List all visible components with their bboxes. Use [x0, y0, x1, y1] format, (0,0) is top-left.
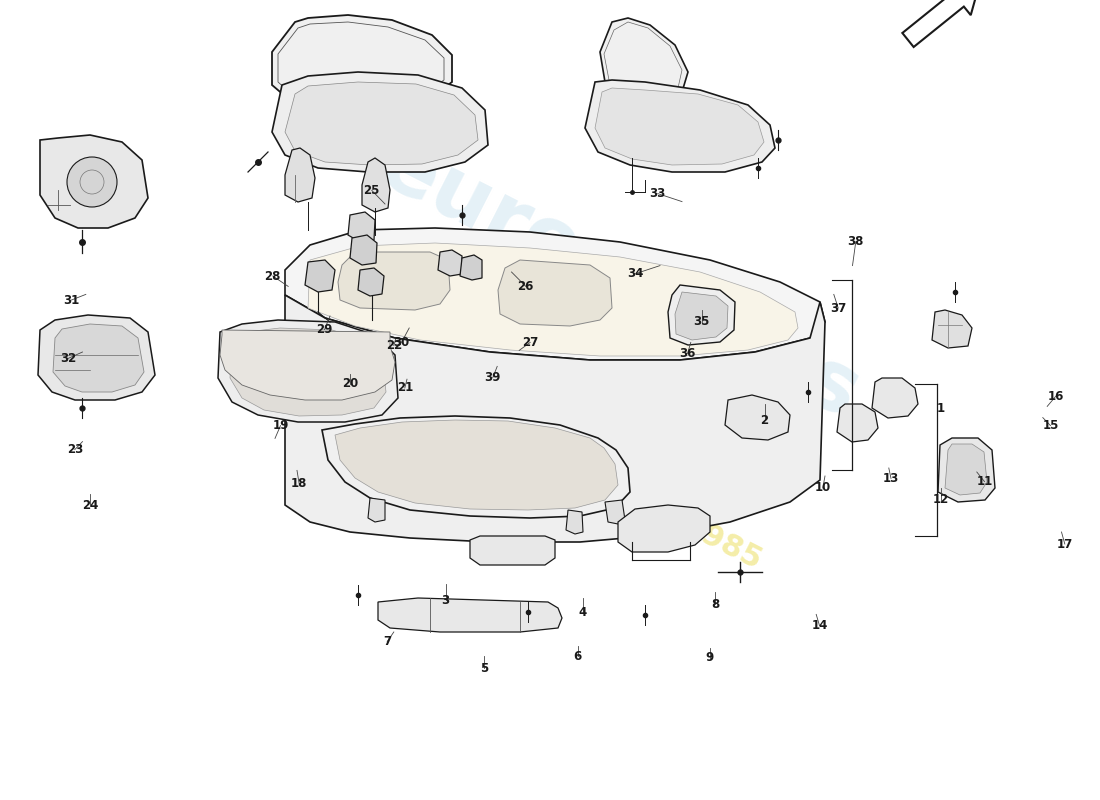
Text: 30: 30: [394, 336, 409, 349]
Text: 4: 4: [579, 606, 587, 618]
Text: 25: 25: [364, 184, 380, 197]
Polygon shape: [566, 510, 583, 534]
Text: 23: 23: [67, 443, 82, 456]
Text: 5: 5: [480, 662, 488, 674]
Text: 6: 6: [573, 650, 582, 662]
Text: 21: 21: [397, 382, 412, 394]
Polygon shape: [285, 148, 315, 202]
Polygon shape: [945, 444, 987, 495]
Text: 2: 2: [760, 414, 769, 426]
Polygon shape: [668, 285, 735, 345]
Polygon shape: [378, 598, 562, 632]
Polygon shape: [872, 378, 918, 418]
Polygon shape: [336, 420, 618, 510]
Text: 9: 9: [705, 651, 714, 664]
Text: 8: 8: [711, 598, 719, 610]
Text: 38: 38: [848, 235, 864, 248]
Text: 10: 10: [815, 482, 830, 494]
Text: 33: 33: [650, 187, 666, 200]
Text: 32: 32: [60, 352, 76, 365]
Text: 28: 28: [265, 270, 280, 282]
Text: 3: 3: [441, 594, 450, 606]
Polygon shape: [618, 505, 710, 552]
Text: 34: 34: [628, 267, 643, 280]
Polygon shape: [285, 295, 825, 542]
Text: a passion since 1985: a passion since 1985: [433, 386, 767, 574]
Polygon shape: [470, 536, 556, 565]
Polygon shape: [272, 15, 452, 112]
Text: 7: 7: [383, 635, 392, 648]
Text: 17: 17: [1057, 538, 1072, 550]
Polygon shape: [322, 416, 630, 518]
Polygon shape: [218, 320, 398, 422]
Text: 22: 22: [386, 339, 402, 352]
Polygon shape: [595, 88, 764, 165]
Text: 20: 20: [342, 378, 358, 390]
Polygon shape: [837, 404, 878, 442]
Text: 19: 19: [273, 419, 288, 432]
Polygon shape: [438, 250, 462, 276]
Polygon shape: [605, 500, 625, 524]
Text: 35: 35: [694, 315, 710, 328]
Polygon shape: [368, 498, 385, 522]
Polygon shape: [220, 330, 395, 400]
Text: 26: 26: [518, 280, 534, 293]
Polygon shape: [725, 395, 790, 440]
Text: 27: 27: [522, 336, 538, 349]
Polygon shape: [675, 292, 728, 340]
Polygon shape: [350, 235, 377, 265]
Polygon shape: [460, 255, 482, 280]
Polygon shape: [40, 135, 148, 228]
Polygon shape: [272, 72, 488, 172]
Polygon shape: [53, 324, 144, 392]
Polygon shape: [230, 328, 386, 416]
Text: 15: 15: [1043, 419, 1058, 432]
Polygon shape: [285, 82, 478, 165]
Text: 13: 13: [883, 472, 899, 485]
Text: 37: 37: [830, 302, 846, 314]
Text: 1: 1: [936, 402, 945, 414]
Polygon shape: [362, 158, 390, 212]
Polygon shape: [305, 260, 336, 292]
Polygon shape: [39, 315, 155, 400]
Text: 12: 12: [933, 494, 948, 506]
Text: 16: 16: [1048, 390, 1064, 402]
Polygon shape: [348, 212, 375, 242]
Polygon shape: [932, 310, 972, 348]
Polygon shape: [585, 80, 776, 172]
Text: 11: 11: [977, 475, 992, 488]
Text: 39: 39: [485, 371, 501, 384]
Text: 18: 18: [292, 478, 307, 490]
Polygon shape: [285, 228, 825, 360]
FancyArrow shape: [902, 0, 980, 47]
Text: 24: 24: [82, 499, 98, 512]
Text: 29: 29: [317, 323, 332, 336]
Polygon shape: [498, 260, 612, 326]
Text: eurospares: eurospares: [366, 124, 873, 436]
Polygon shape: [358, 268, 384, 296]
Polygon shape: [938, 438, 996, 502]
Circle shape: [67, 157, 117, 207]
Text: 36: 36: [680, 347, 695, 360]
Text: 14: 14: [812, 619, 827, 632]
Polygon shape: [338, 252, 450, 310]
Polygon shape: [600, 18, 688, 100]
Text: 31: 31: [64, 294, 79, 306]
Polygon shape: [308, 243, 798, 356]
